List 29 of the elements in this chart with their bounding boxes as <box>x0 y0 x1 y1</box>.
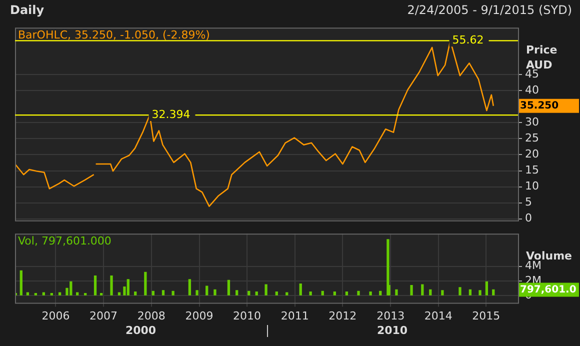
x-tick-label: 2012 <box>328 309 357 322</box>
y-tick-label: 0 <box>525 212 532 225</box>
chart-title: Daily <box>10 3 44 17</box>
x-tick-label: 2011 <box>280 309 309 322</box>
y-tick-label: 5 <box>525 196 532 209</box>
y-tick-label: 30 <box>525 116 539 129</box>
text: 797,601.0 <box>520 284 576 296</box>
text: 2000 <box>125 324 156 337</box>
x-tick-label: 2013 <box>376 309 405 322</box>
annotation: Vol, 797,601.000 <box>18 234 112 248</box>
y-tick-label: 40 <box>525 84 539 97</box>
x-tick-label: 2009 <box>185 309 214 322</box>
x-tick-label: 2015 <box>472 309 500 322</box>
y-tick-label: 10 <box>525 180 539 193</box>
x-tick-label: 2008 <box>137 309 166 322</box>
y-tick-label: 45 <box>525 68 539 81</box>
x-tick-label: 2014 <box>424 309 452 322</box>
x-tick-label: 2007 <box>90 309 118 322</box>
y-tick-label: 20 <box>525 148 539 161</box>
x-tick-label: 2010 <box>233 309 262 322</box>
y-tick-label: 15 <box>525 164 539 177</box>
y-tick-label: 25 <box>525 132 539 145</box>
ref-line-label: 55.62 <box>452 34 484 47</box>
ref-line-label: 32.394 <box>152 108 190 121</box>
text: 35.250 <box>520 100 559 112</box>
annotation: BarOHLC, 35.250, -1.050, (-2.89%) <box>18 28 210 42</box>
chart-subtitle: 2/24/2005 - 9/1/2015 (SYD) <box>407 3 572 17</box>
text: 2010 <box>376 324 408 337</box>
x-tick-label: 2006 <box>42 309 70 322</box>
